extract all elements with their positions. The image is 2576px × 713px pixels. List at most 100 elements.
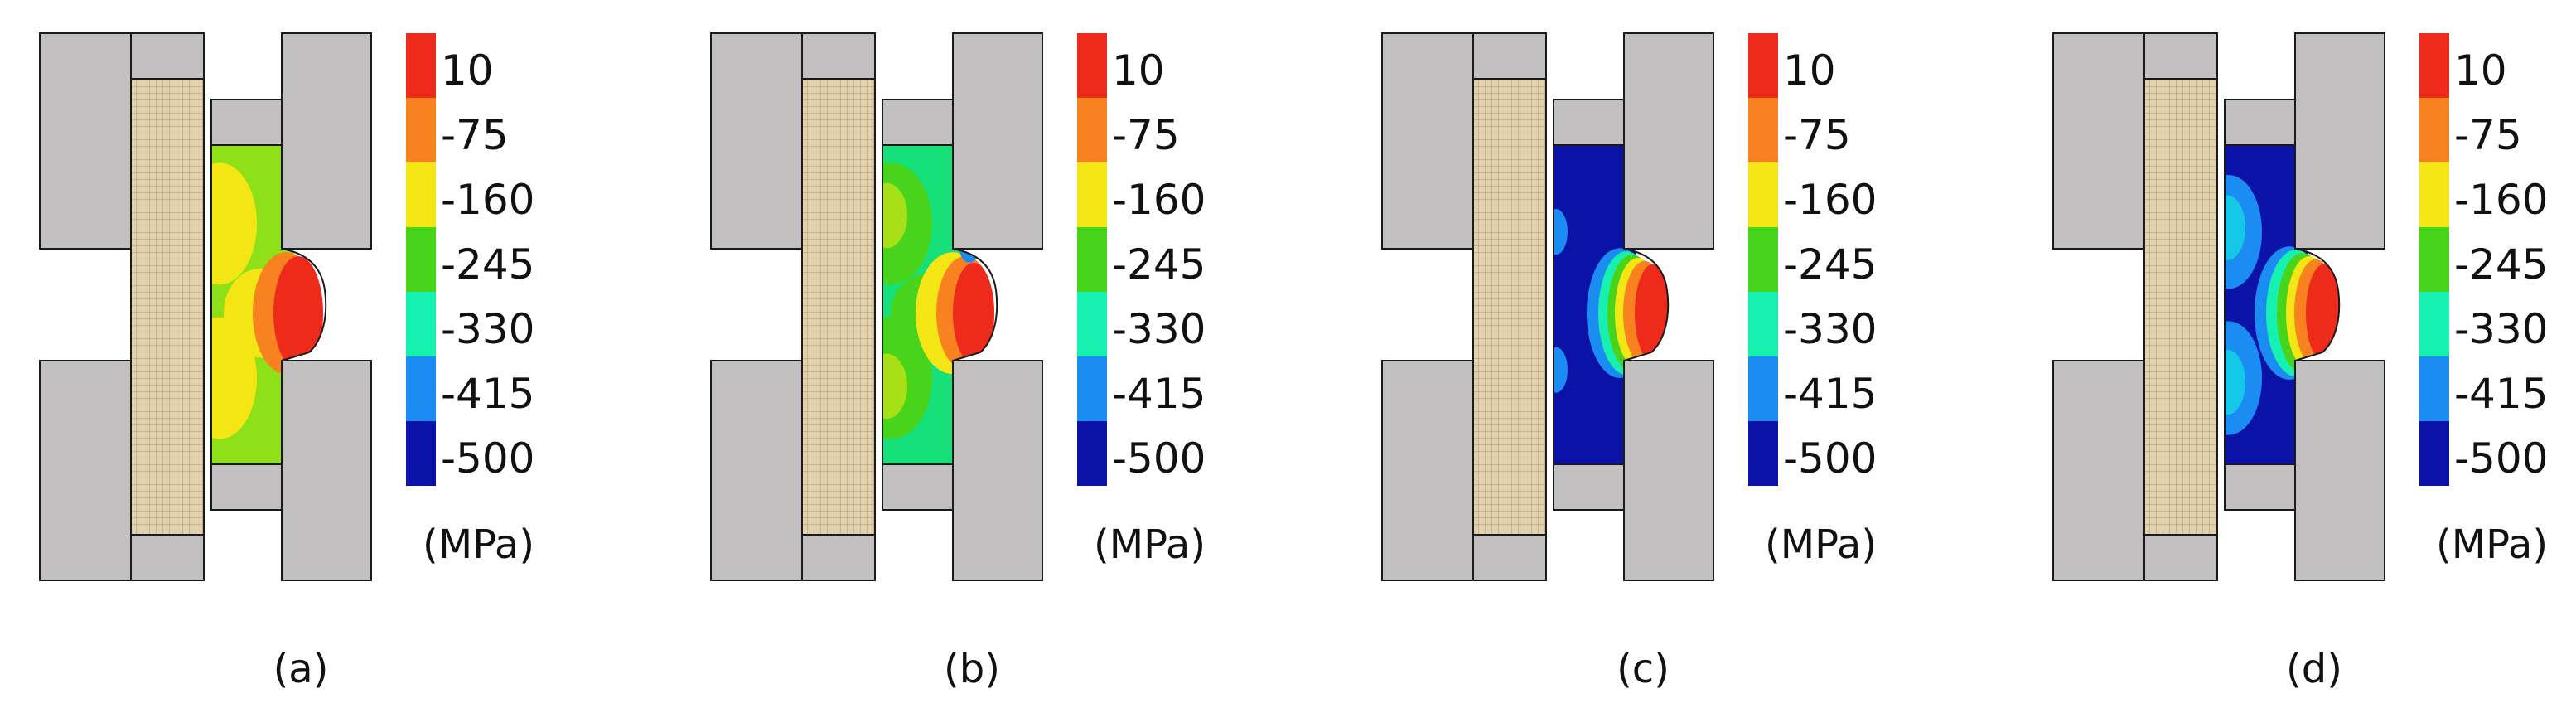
tube-outline — [1553, 144, 1670, 465]
colorbar-band — [1077, 356, 1107, 421]
colorbar-band — [1748, 227, 1778, 292]
colorbar-tick-label: -330 — [1783, 305, 1877, 353]
colorbar-band — [1748, 162, 1778, 227]
pad-bottom — [882, 463, 954, 511]
colorbar-tick-label: -160 — [1783, 176, 1877, 224]
right-die-upper — [281, 32, 372, 250]
pad-bottom — [210, 463, 283, 511]
mandrel-cap-top — [2143, 32, 2218, 80]
colorbar-tick-label: -75 — [2454, 111, 2522, 159]
colorbar-band — [2419, 162, 2449, 227]
colorbar-tick-label: 10 — [1783, 46, 1836, 95]
panel-d: 10 -75 -160 -245 -330 -415 -500 (MPa) (d) — [2052, 32, 2548, 692]
panel-c: 10 -75 -160 -245 -330 -415 -500 (MPa) (c) — [1381, 32, 1877, 692]
colorbar-band — [1077, 162, 1107, 227]
pad-top — [2224, 99, 2296, 146]
panel-caption: (b) — [944, 646, 1000, 692]
colorbar: 10 -75 -160 -245 -330 -415 -500 (MPa) — [406, 33, 534, 568]
mandrel — [2143, 78, 2218, 536]
colorbar-band — [2419, 227, 2449, 292]
colorbar-band — [1748, 356, 1778, 421]
colorbar-unit: (MPa) — [1094, 521, 1206, 568]
colorbar-band — [406, 162, 436, 227]
colorbar: 10 -75 -160 -245 -330 -415 -500 (MPa) — [2419, 33, 2548, 568]
panel-caption: (a) — [273, 646, 329, 692]
colorbar-unit: (MPa) — [2436, 521, 2548, 568]
tube-outline — [2224, 144, 2341, 465]
colorbar-band — [1077, 421, 1107, 486]
left-die-lower — [2052, 360, 2145, 581]
mandrel-cap-bottom — [801, 534, 876, 581]
right-die-lower — [281, 360, 372, 581]
colorbar: 10 -75 -160 -245 -330 -415 -500 (MPa) — [1077, 33, 1206, 568]
colorbar-tick-label: -415 — [1783, 370, 1877, 418]
colorbar-tick-label: 10 — [441, 46, 494, 95]
colorbar-band — [406, 356, 436, 421]
right-die-lower — [952, 360, 1043, 581]
colorbar-tick-label: 10 — [2454, 46, 2507, 95]
colorbar-tick-label: -500 — [1783, 434, 1877, 483]
colorbar-band — [2419, 98, 2449, 162]
pad-top — [210, 99, 283, 146]
colorbar-band — [1748, 33, 1778, 98]
colorbar-band — [2419, 421, 2449, 486]
colorbar-band — [1077, 292, 1107, 356]
colorbar-tick-label: -415 — [2454, 370, 2548, 418]
colorbar-unit: (MPa) — [1765, 521, 1877, 568]
left-die-lower — [1381, 360, 1474, 581]
left-die-upper — [39, 32, 132, 250]
colorbar-unit: (MPa) — [423, 521, 534, 568]
left-die-lower — [39, 360, 132, 581]
colorbar-band — [406, 227, 436, 292]
mandrel — [1472, 78, 1547, 536]
pad-bottom — [2224, 463, 2296, 511]
colorbar-tick-label: -160 — [2454, 176, 2548, 224]
colorbar-tick-label: -75 — [441, 111, 509, 159]
panel-a: 10 -75 -160 -245 -330 -415 -500 (MPa) (a) — [39, 32, 534, 692]
tube-outline — [882, 144, 998, 465]
mandrel — [130, 78, 205, 536]
left-die-upper — [2052, 32, 2145, 250]
colorbar-tick-label: -500 — [2454, 434, 2548, 483]
colorbar-tick-label: -415 — [1112, 370, 1206, 418]
mandrel-cap-bottom — [2143, 534, 2218, 581]
colorbar-tick-label: -245 — [441, 240, 534, 289]
colorbar-tick-label: -330 — [441, 305, 534, 353]
colorbar-band — [1077, 98, 1107, 162]
colorbar-band — [406, 421, 436, 486]
panel-b: 10 -75 -160 -245 -330 -415 -500 (MPa) (b) — [710, 32, 1206, 692]
colorbar: 10 -75 -160 -245 -330 -415 -500 (MPa) — [1748, 33, 1877, 568]
colorbar-band — [1748, 421, 1778, 486]
colorbar-tick-label: -75 — [1112, 111, 1180, 159]
mandrel — [801, 78, 876, 536]
colorbar-tick-label: 10 — [1112, 46, 1165, 95]
right-die-upper — [1623, 32, 1714, 250]
colorbar-tick-label: -245 — [2454, 240, 2548, 289]
colorbar-band — [2419, 292, 2449, 356]
pad-top — [1553, 99, 1625, 146]
colorbar-tick-label: -245 — [1783, 240, 1877, 289]
colorbar-band — [406, 292, 436, 356]
tube-outline — [210, 144, 327, 465]
colorbar-band — [1748, 98, 1778, 162]
colorbar-tick-label: -330 — [2454, 305, 2548, 353]
colorbar-band — [406, 98, 436, 162]
colorbar-tick-label: -75 — [1783, 111, 1851, 159]
colorbar-tick-label: -330 — [1112, 305, 1206, 353]
colorbar-band — [1077, 33, 1107, 98]
colorbar-tick-label: -160 — [1112, 176, 1206, 224]
colorbar-tick-label: -245 — [1112, 240, 1206, 289]
left-die-lower — [710, 360, 803, 581]
right-die-lower — [1623, 360, 1714, 581]
colorbar-band — [406, 33, 436, 98]
colorbar-band — [1748, 292, 1778, 356]
colorbar-band — [2419, 33, 2449, 98]
pad-bottom — [1553, 463, 1625, 511]
colorbar-band — [2419, 356, 2449, 421]
mandrel-cap-top — [1472, 32, 1547, 80]
left-die-upper — [710, 32, 803, 250]
colorbar-tick-label: -415 — [441, 370, 534, 418]
pad-top — [882, 99, 954, 146]
panel-caption: (c) — [1617, 646, 1670, 692]
